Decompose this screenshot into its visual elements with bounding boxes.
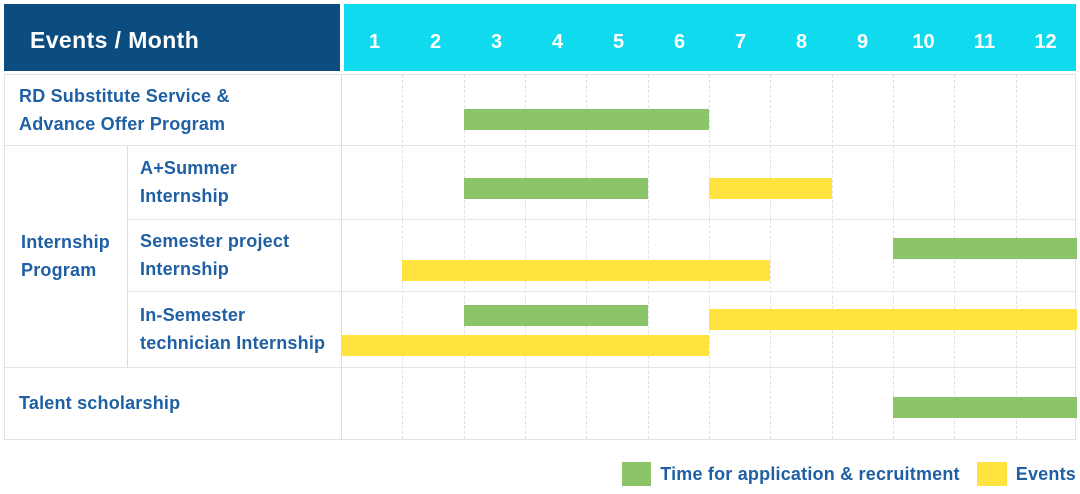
month-gridline: [647, 75, 649, 439]
month-header-2: 2: [429, 31, 442, 53]
month-gridline: [463, 75, 465, 439]
application-bar: [463, 109, 709, 130]
schedule-grid: RD Substitute Service & Advance Offer Pr…: [4, 74, 1077, 440]
application-bar: [892, 397, 1077, 418]
month-header-1: 1: [368, 31, 381, 53]
month-header-11: 11: [973, 31, 996, 53]
table-row-in-semester-technician-internship: In-Semester technician Internship: [5, 291, 1077, 367]
table-row-semester-project-internship: Semester project Internship: [5, 219, 1077, 291]
event-bar: [708, 178, 832, 199]
month-header-7: 7: [734, 31, 747, 53]
month-header-3: 3: [490, 31, 503, 53]
event-bar: [402, 260, 771, 281]
legend-label: Time for application & recruitment: [660, 463, 960, 484]
table-row-talent-scholarship: Talent scholarship: [5, 367, 1077, 439]
row-divider: [5, 145, 1075, 146]
label-plot-divider: [341, 75, 342, 439]
application-bar: [892, 238, 1077, 259]
event-bar: [341, 335, 709, 356]
month-header-row: 1 2 3 4 5 6 7 8 9 10 11 12: [344, 4, 1076, 71]
legend-label: Events: [1015, 463, 1076, 484]
month-header-6: 6: [673, 31, 686, 53]
event-bar: [708, 309, 1077, 330]
group-label-internship-program: Internship Program: [21, 232, 111, 280]
month-gridline: [770, 75, 772, 439]
row-label: Semester project Internship: [140, 231, 290, 279]
month-gridline: [831, 75, 833, 439]
month-header-9: 9: [856, 31, 869, 53]
table-row-rd-substitute: RD Substitute Service & Advance Offer Pr…: [5, 75, 1075, 145]
group-sublabel-divider: [127, 145, 128, 367]
legend: Time for application & recruitment Event…: [622, 460, 1076, 488]
month-header-10: 10: [912, 31, 935, 53]
month-header-8: 8: [795, 31, 808, 53]
events-month-header: Events / Month: [4, 4, 340, 71]
month-gridline: [524, 75, 526, 439]
row-label: Talent scholarship: [19, 393, 181, 413]
row-divider: [127, 291, 1075, 292]
application-color-swatch: [622, 462, 652, 486]
legend-item-events: Events: [976, 462, 1076, 486]
month-header-12: 12: [1034, 31, 1057, 53]
month-gridline: [402, 75, 404, 439]
month-header-4: 4: [551, 31, 564, 53]
row-divider: [127, 219, 1075, 220]
row-label: In-Semester technician Internship: [140, 305, 326, 353]
row-divider: [5, 367, 1075, 368]
events-month-title: Events / Month: [30, 27, 200, 53]
legend-item-application: Time for application & recruitment: [622, 462, 960, 486]
row-label: A+Summer Internship: [140, 158, 238, 206]
month-gridline: [708, 75, 710, 439]
application-bar: [463, 305, 648, 326]
row-label: RD Substitute Service & Advance Offer Pr…: [19, 86, 230, 134]
events-color-swatch: [976, 462, 1007, 486]
table-row-a-summer-internship: A+Summer Internship: [5, 145, 1075, 219]
month-gridline: [586, 75, 588, 439]
month-header-5: 5: [612, 31, 625, 53]
application-bar: [463, 178, 648, 199]
